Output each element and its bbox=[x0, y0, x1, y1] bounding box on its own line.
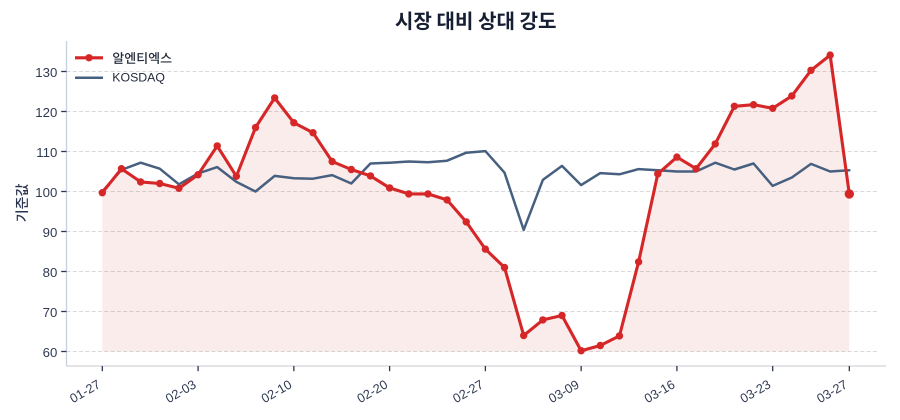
svg-text:KOSDAQ: KOSDAQ bbox=[112, 71, 165, 85]
svg-text:60: 60 bbox=[43, 345, 58, 360]
svg-text:80: 80 bbox=[43, 265, 58, 280]
svg-text:120: 120 bbox=[35, 105, 57, 120]
svg-text:110: 110 bbox=[36, 145, 57, 160]
svg-text:70: 70 bbox=[43, 305, 58, 320]
svg-text:130: 130 bbox=[35, 65, 57, 80]
svg-text:90: 90 bbox=[43, 225, 58, 240]
svg-text:100: 100 bbox=[35, 185, 57, 200]
